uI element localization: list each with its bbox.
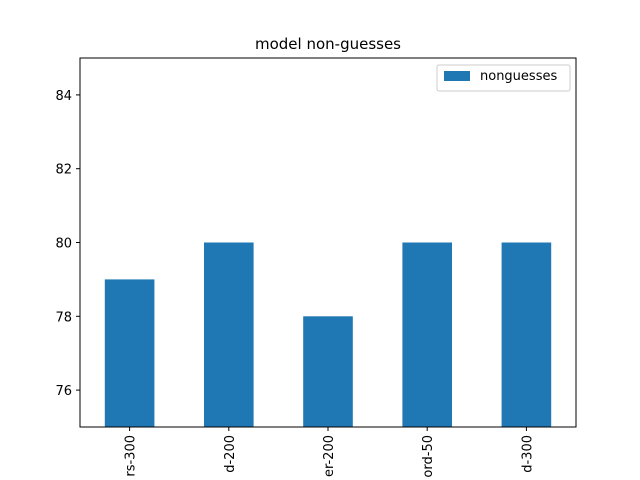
x-tick-label: rs-300 — [124, 435, 139, 477]
legend-label: nonguesses — [480, 69, 557, 84]
bar-ord-50 — [402, 242, 452, 427]
legend-swatch — [444, 71, 470, 81]
chart-title: model non-guesses — [255, 35, 401, 53]
bar-er-200 — [303, 316, 353, 427]
x-tick-label: er-200 — [322, 435, 337, 477]
bar-d-300 — [501, 242, 552, 427]
y-axis: 76 78 80 82 84 — [55, 89, 80, 399]
y-tick-label: 84 — [55, 89, 72, 104]
y-tick-label: 78 — [55, 310, 72, 325]
bar-rs-300 — [104, 279, 155, 427]
legend: nonguesses — [436, 64, 571, 92]
bar-d-200 — [204, 242, 254, 427]
x-axis: rs-300 d-200 er-200 ord-50 d-300 — [124, 427, 535, 478]
bars-group — [104, 242, 552, 427]
plot-frame — [79, 57, 577, 428]
y-tick-label: 82 — [55, 163, 72, 178]
x-tick-label: d-300 — [520, 435, 535, 473]
y-tick-label: 76 — [55, 384, 72, 399]
legend-box — [436, 64, 571, 92]
x-tick-label: d-200 — [223, 435, 238, 473]
x-tick-label: ord-50 — [421, 435, 436, 478]
y-tick-label: 80 — [55, 237, 72, 252]
